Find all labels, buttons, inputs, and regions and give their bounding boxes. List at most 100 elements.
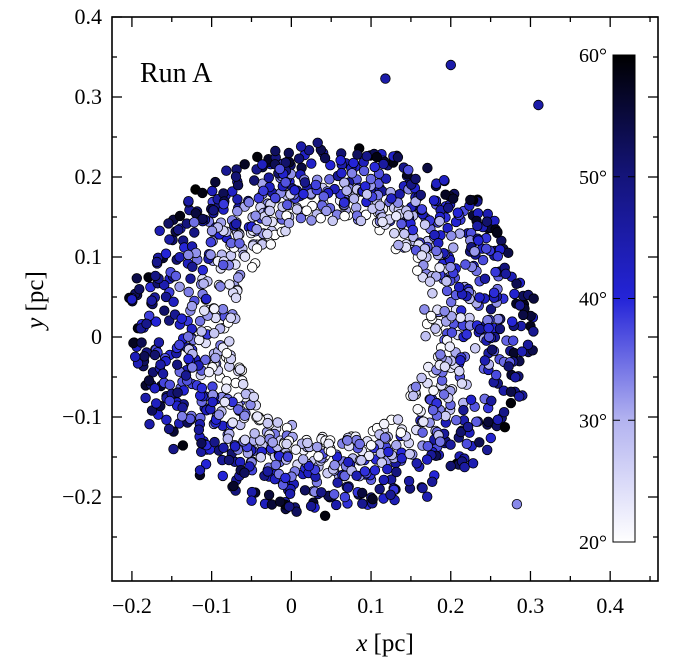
scatter-point xyxy=(232,194,243,205)
scatter-point xyxy=(206,185,218,197)
scatter-point xyxy=(150,398,162,409)
scatter-point xyxy=(305,500,317,512)
scatter-point xyxy=(439,361,451,372)
scatter-point xyxy=(225,312,237,324)
scatter-point xyxy=(412,404,423,415)
scatter-point xyxy=(339,197,350,208)
scatter-point xyxy=(207,396,218,408)
scatter-point xyxy=(222,433,234,444)
scatter-point xyxy=(298,454,309,465)
scatter-point xyxy=(303,460,315,472)
scatter-point xyxy=(159,305,170,316)
scatter-point xyxy=(403,210,414,221)
plot-frame xyxy=(111,16,659,582)
scatter-point xyxy=(389,228,400,239)
scatter-point xyxy=(348,193,360,204)
scatter-point xyxy=(461,438,473,450)
scatter-point xyxy=(374,200,386,211)
scatter-point xyxy=(371,151,383,163)
scatter-point xyxy=(228,480,239,492)
colorbar-tick-label: 20° xyxy=(579,532,607,554)
scatter-point xyxy=(492,313,504,325)
scatter-point xyxy=(160,248,172,259)
scatter-point xyxy=(153,337,165,348)
scatter-point xyxy=(474,324,486,335)
scatter-point xyxy=(485,304,497,315)
scatter-point xyxy=(174,210,186,222)
scatter-point xyxy=(416,250,428,261)
scatter-point xyxy=(224,336,235,347)
scatter-point xyxy=(445,59,457,71)
scatter-point xyxy=(219,396,231,408)
scatter-point xyxy=(151,256,163,268)
scatter-point xyxy=(213,409,225,420)
scatter-point xyxy=(205,249,216,260)
scatter-point xyxy=(498,407,510,418)
scatter-point xyxy=(196,382,208,394)
scatter-point xyxy=(325,159,336,171)
scatter-point xyxy=(177,440,189,451)
scatter-point xyxy=(144,419,155,430)
scatter-point xyxy=(258,185,269,197)
scatter-point xyxy=(197,187,208,199)
scatter-point xyxy=(196,326,207,337)
scatter-point xyxy=(514,391,525,402)
scatter-point xyxy=(255,452,266,463)
scatter-point xyxy=(134,284,145,295)
scatter-point xyxy=(203,366,215,378)
scatter-point xyxy=(224,279,235,290)
scatter-point xyxy=(319,152,331,164)
scatter-point xyxy=(232,206,243,217)
scatter-point xyxy=(221,383,232,394)
scatter-point xyxy=(301,205,312,216)
x-tick-label: 0.4 xyxy=(596,593,624,618)
scatter-point xyxy=(365,173,377,185)
scatter-point xyxy=(183,331,194,342)
scatter-point xyxy=(126,294,138,305)
scatter-point xyxy=(163,423,175,435)
scatter-point xyxy=(474,292,485,303)
scatter-point xyxy=(263,489,275,501)
scatter-point xyxy=(428,195,440,206)
scatter-point xyxy=(420,331,431,342)
scatter-point xyxy=(510,372,521,383)
scatter-point xyxy=(378,474,390,486)
scatter-point xyxy=(332,477,343,488)
scatter-point xyxy=(321,205,332,217)
scatter-point xyxy=(200,459,212,470)
scatter-point xyxy=(434,215,445,227)
x-tick-label: −0.2 xyxy=(112,593,152,618)
scatter-point xyxy=(234,364,246,375)
scatter-point xyxy=(299,485,311,496)
scatter-point xyxy=(283,217,295,229)
scatter-point xyxy=(186,300,198,312)
scatter-point xyxy=(435,349,446,360)
scatter-point xyxy=(380,173,392,184)
scatter-point xyxy=(421,454,433,465)
scatter-point xyxy=(150,270,161,282)
scatter-point xyxy=(174,252,185,263)
scatter-point xyxy=(210,352,221,364)
scatter-point xyxy=(289,185,300,196)
points-layer xyxy=(124,59,544,522)
scatter-point xyxy=(403,164,414,176)
scatter-point xyxy=(185,273,196,284)
scatter-point xyxy=(427,288,438,299)
scatter-point xyxy=(234,238,245,249)
scatter-point xyxy=(282,199,293,211)
scatter-point xyxy=(448,193,459,204)
scatter-point xyxy=(342,482,354,493)
scatter-point xyxy=(382,464,393,475)
scatter-point xyxy=(348,157,359,169)
scatter-point xyxy=(239,467,250,479)
scatter-point xyxy=(188,217,200,228)
scatter-point xyxy=(485,432,497,444)
scatter-point xyxy=(481,243,492,254)
scatter-point xyxy=(456,378,468,389)
scatter-point xyxy=(237,379,249,390)
scatter-point xyxy=(424,276,436,287)
scatter-point xyxy=(280,177,291,188)
scatter-point xyxy=(377,216,388,228)
scatter-point xyxy=(516,346,528,357)
y-tick-label: 0.2 xyxy=(75,164,103,189)
